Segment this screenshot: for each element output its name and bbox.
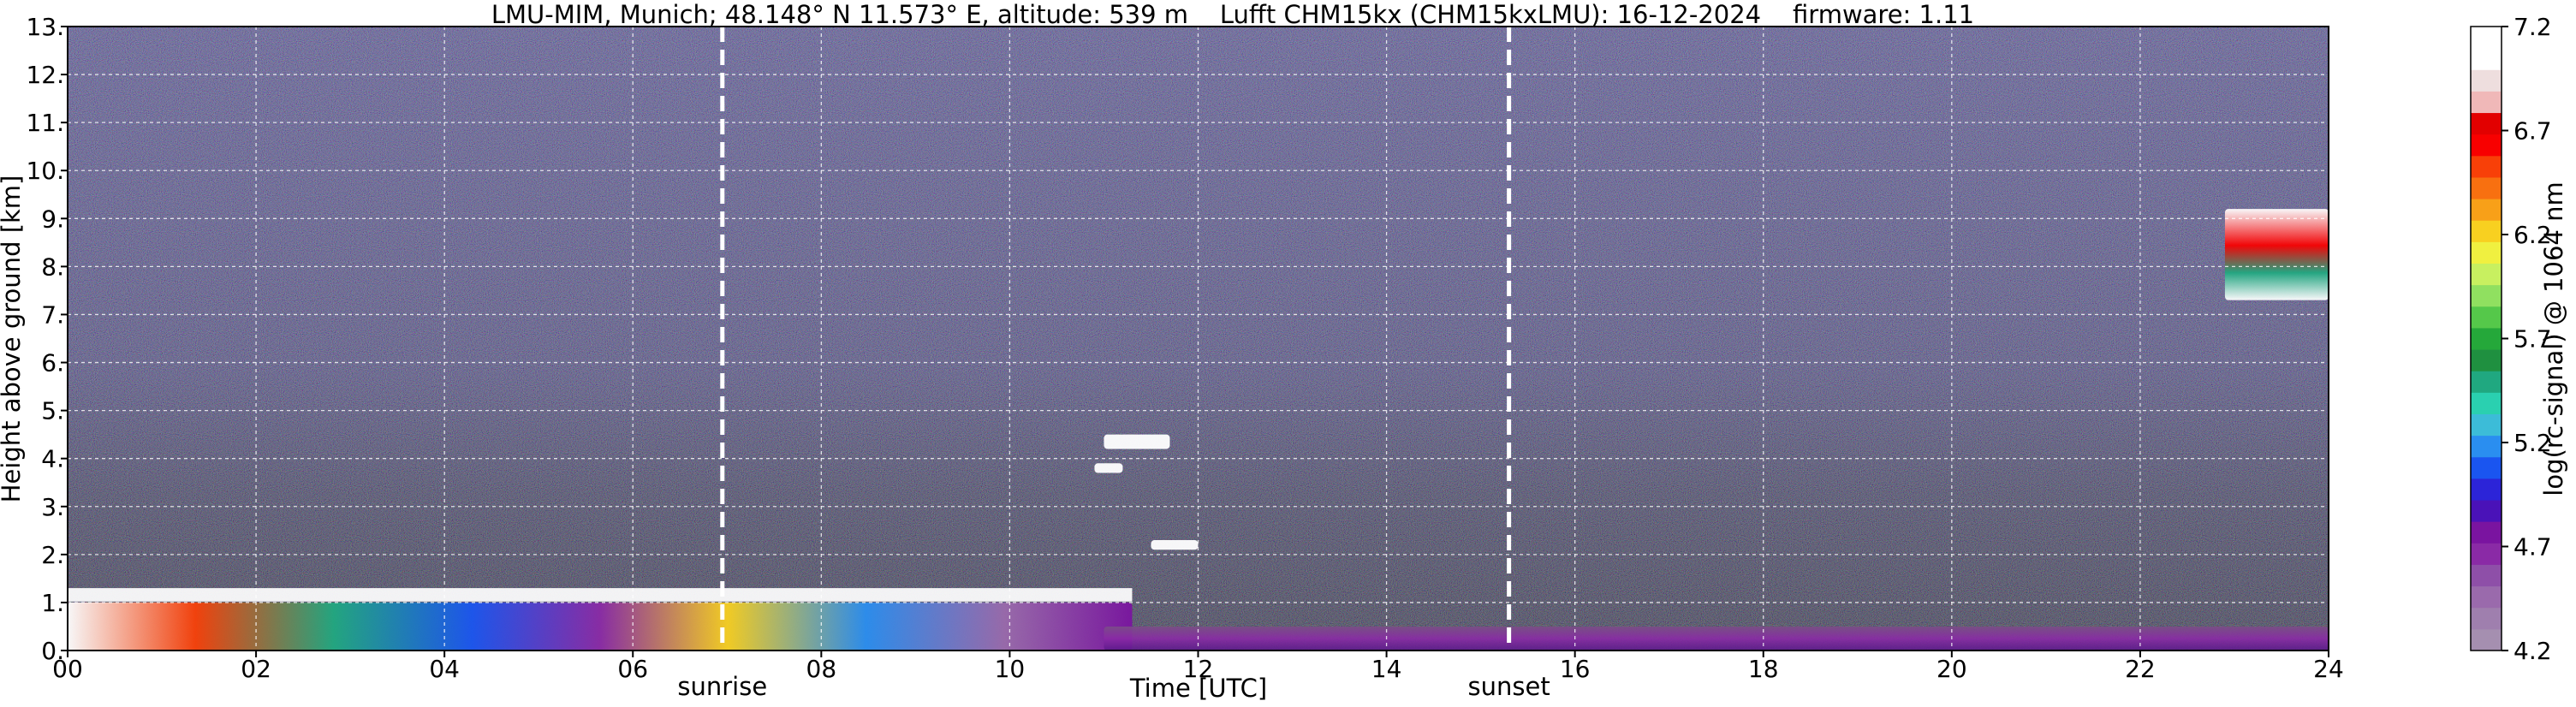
colorbar-segment	[2471, 220, 2502, 242]
colorbar-segment	[2471, 628, 2502, 651]
y-tick-label: 12.	[26, 61, 64, 89]
colorbar-tick-label: 4.7	[2514, 533, 2552, 561]
colorbar-segment	[2471, 306, 2502, 329]
y-axis-ticks: 0. 1. 2. 3. 4. 5. 6. 7. 8. 9. 10. 11. 12. 13.	[26, 13, 68, 665]
colorbar-tick-label: 6.2	[2514, 221, 2552, 249]
colorbar-segment	[2471, 284, 2502, 307]
y-tick-label: 4.	[41, 445, 64, 473]
colorbar-segment	[2471, 112, 2502, 135]
chart-title: LMU-MIM, Munich; 48.148° N 11.573° E, al…	[491, 0, 1975, 29]
feature-6	[2224, 209, 2329, 300]
x-tick-label: 10	[995, 655, 1026, 683]
y-tick-label: 8.	[41, 253, 64, 281]
colorbar-segment	[2471, 27, 2502, 49]
feature-3	[1151, 540, 1199, 550]
colorbar-segment	[2471, 564, 2502, 587]
colorbar-tick-label: 7.2	[2514, 13, 2552, 41]
x-tick-label: 04	[429, 655, 460, 683]
x-tick-label: 06	[617, 655, 648, 683]
y-tick-label: 7.	[41, 300, 64, 329]
colorbar-segment	[2471, 478, 2502, 501]
colorbar-label: log(rc-signal) @ 1064 nm	[2539, 181, 2568, 496]
colorbar-segment	[2471, 327, 2502, 350]
grid-lines	[68, 27, 2329, 651]
x-tick-label: 24	[2313, 655, 2344, 683]
colorbar-tick-label: 5.2	[2514, 429, 2552, 457]
x-tick-label: 20	[1936, 655, 1967, 683]
x-tick-label: 18	[1748, 655, 1779, 683]
x-tick-label: 14	[1371, 655, 1402, 683]
x-axis-label: Time [UTC]	[1129, 674, 1267, 703]
colorbar-segment	[2471, 521, 2502, 544]
x-tick-label: 02	[241, 655, 271, 683]
colorbar-segment	[2471, 155, 2502, 178]
event-lines: sunrise sunset	[677, 27, 1550, 701]
colorbar-segment	[2471, 543, 2502, 565]
y-tick-label: 0.	[41, 637, 64, 665]
x-tick-label: 22	[2125, 655, 2156, 683]
x-tick-label: 08	[806, 655, 837, 683]
colorbar-segment	[2471, 413, 2502, 437]
sunrise-label: sunrise	[677, 672, 767, 701]
y-tick-label: 1.	[41, 589, 64, 617]
feature-2	[1104, 626, 2329, 651]
colorbar-tick-label: 6.7	[2514, 117, 2552, 146]
colorbar: 4.2 4.7 5.2 5.7 6.2 6.7 7.2	[2470, 13, 2552, 665]
sunset-label: sunset	[1468, 672, 1550, 701]
colorbar-segment	[2471, 585, 2502, 609]
y-tick-label: 5.	[41, 397, 64, 425]
colorbar-segment	[2471, 392, 2502, 414]
colorbar-segment	[2471, 134, 2502, 157]
y-tick-label: 6.	[41, 349, 64, 377]
x-tick-label: 12	[1183, 655, 1214, 683]
y-tick-label: 3.	[41, 493, 64, 521]
x-tick-label: 00	[52, 655, 83, 683]
feature-layer	[68, 209, 2329, 651]
y-axis-label: Height above ground [km]	[0, 175, 26, 503]
colorbar-segment	[2471, 176, 2502, 199]
colorbar-segment	[2471, 500, 2502, 522]
colorbar-segment	[2471, 263, 2502, 286]
colorbar-segment	[2471, 91, 2502, 114]
colorbar-segment	[2471, 435, 2502, 458]
feature-0	[68, 602, 1133, 651]
colorbar-segment	[2471, 371, 2502, 393]
x-axis-ticks: 00 02 04 06 08 10 12 14 16 18 20 22 24	[52, 651, 2344, 683]
colorbar-segment	[2471, 349, 2502, 371]
feature-5	[1094, 463, 1123, 473]
y-tick-label: 9.	[41, 205, 64, 233]
y-tick-label: 10.	[26, 157, 64, 185]
colorbar-segment	[2471, 607, 2502, 630]
feature-4	[1104, 434, 1170, 449]
colorbar-segment	[2471, 69, 2502, 92]
colorbar-segment	[2471, 48, 2502, 70]
x-tick-label: 16	[1560, 655, 1591, 683]
colorbar-tick-label: 5.7	[2514, 325, 2552, 354]
colorbar-segment	[2471, 199, 2502, 221]
colorbar-segment	[2471, 456, 2502, 479]
y-tick-label: 11.	[26, 109, 64, 137]
feature-1	[68, 588, 1133, 602]
colorbar-tick-label: 4.2	[2514, 637, 2552, 665]
colorbar-segment	[2471, 241, 2502, 264]
y-tick-label: 2.	[41, 541, 64, 569]
y-tick-label: 13.	[26, 13, 64, 41]
